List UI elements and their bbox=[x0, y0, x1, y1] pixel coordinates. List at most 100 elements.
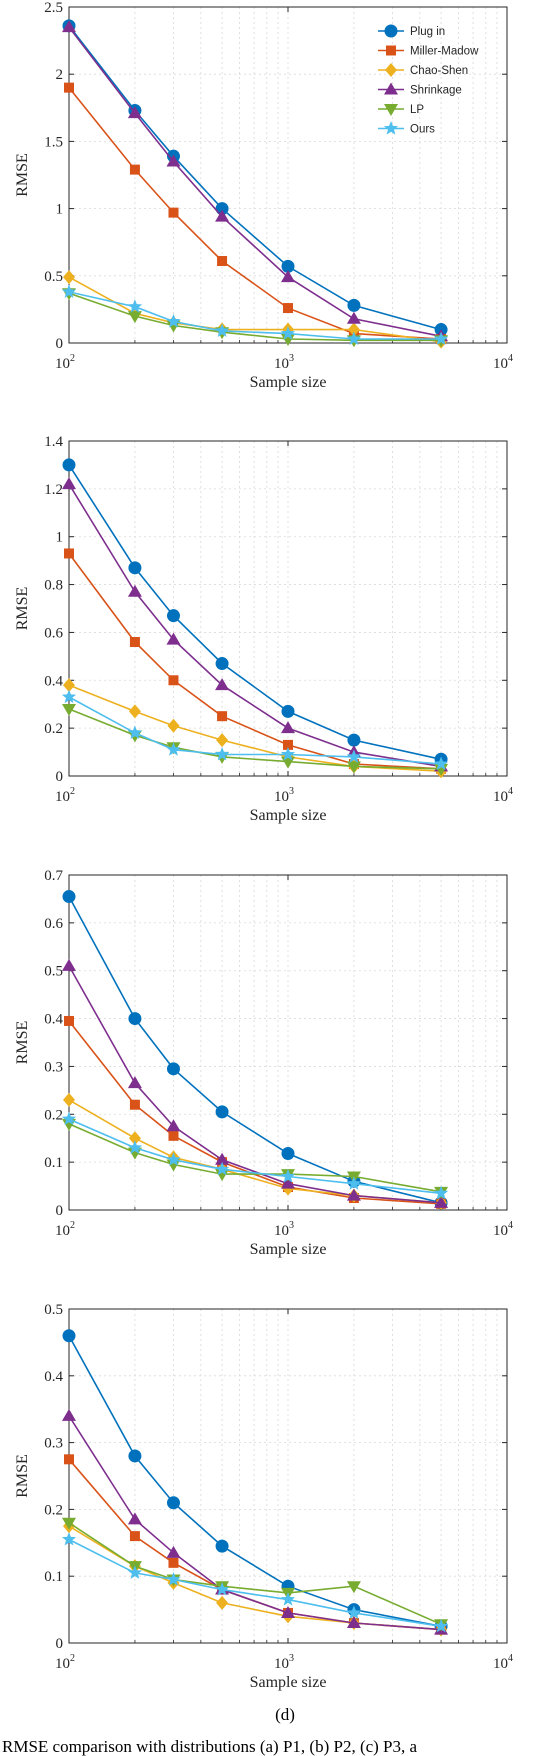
data-point bbox=[62, 20, 76, 33]
y-tick-label: 0 bbox=[56, 1636, 64, 1652]
y-tick-label: 0 bbox=[56, 769, 64, 785]
y-tick-label: 0.7 bbox=[44, 868, 63, 884]
data-point bbox=[64, 1015, 74, 1026]
data-point bbox=[168, 1130, 179, 1141]
data-point bbox=[346, 1581, 361, 1594]
data-point bbox=[215, 678, 230, 691]
y-tick-label: 0.4 bbox=[44, 673, 63, 689]
series-line bbox=[68, 291, 442, 340]
series-line bbox=[68, 87, 442, 340]
series-line bbox=[68, 1458, 442, 1631]
y-tick-label: 0.8 bbox=[44, 578, 63, 594]
data-point bbox=[61, 1532, 77, 1546]
data-point bbox=[281, 1147, 295, 1161]
data-point bbox=[128, 561, 142, 575]
y-tick-label: 0 bbox=[56, 1203, 64, 1219]
legend-marker bbox=[385, 63, 397, 77]
data-point bbox=[62, 1517, 76, 1530]
legend-entry: Plug in bbox=[410, 26, 445, 38]
chart-panel-4: 0 0.1 0.2 0.3 0.4 0.5 102 103 104 Sample size RMSE… bbox=[14, 1302, 513, 1724]
x-tick-label: 104 bbox=[493, 1220, 513, 1239]
series-miller-madow bbox=[64, 82, 447, 344]
series-plug-in bbox=[62, 458, 448, 766]
data-point bbox=[215, 1539, 229, 1553]
data-point bbox=[215, 657, 229, 671]
data-point bbox=[347, 322, 360, 337]
y-axis-label: RMSE bbox=[14, 1454, 31, 1498]
y-tick-label: 0.5 bbox=[44, 269, 63, 285]
figure-caption: RMSE comparison with distributions (a) P… bbox=[2, 1737, 418, 1756]
data-point bbox=[346, 761, 361, 774]
x-axis-label: Sample size bbox=[250, 374, 327, 391]
data-point bbox=[283, 739, 293, 750]
series-line bbox=[68, 26, 442, 338]
data-point bbox=[62, 1329, 76, 1343]
x-tick-label: 104 bbox=[493, 353, 513, 372]
data-point bbox=[62, 704, 76, 716]
y-tick-label: 0.2 bbox=[44, 1107, 63, 1123]
data-point bbox=[127, 1076, 142, 1089]
x-tick-label: 102 bbox=[55, 786, 75, 805]
data-point bbox=[214, 1582, 230, 1596]
grid bbox=[69, 1309, 507, 1643]
data-point bbox=[127, 1140, 143, 1154]
data-point bbox=[61, 284, 77, 298]
chart-panel-2: 0 0.2 0.4 0.6 0.8 1 1.2 1.4 102 103 104 Sample size… bbox=[14, 434, 513, 824]
y-tick-label: 0.5 bbox=[44, 964, 63, 980]
y-tick-label: 0.1 bbox=[44, 1569, 63, 1585]
data-point bbox=[280, 1169, 296, 1183]
data-point bbox=[346, 1176, 362, 1190]
data-point bbox=[128, 704, 141, 719]
data-point bbox=[127, 299, 143, 313]
series-line bbox=[68, 1538, 442, 1628]
series-shrinkage bbox=[62, 477, 449, 772]
data-point bbox=[214, 323, 230, 337]
legend: Plug in Miller-Madow Chao-Shen Shrinkage LP O… bbox=[378, 24, 479, 136]
series-line bbox=[68, 1335, 442, 1628]
data-point bbox=[166, 154, 181, 167]
data-point bbox=[281, 1176, 295, 1189]
x-tick-label: 102 bbox=[55, 353, 75, 372]
x-tick-label: 103 bbox=[274, 1653, 294, 1672]
legend-marker bbox=[383, 121, 399, 135]
series-line bbox=[68, 553, 442, 770]
series-miller-madow bbox=[64, 548, 447, 774]
data-point bbox=[280, 326, 296, 340]
legend-marker bbox=[384, 24, 398, 38]
data-point bbox=[63, 270, 75, 285]
x-tick-label: 103 bbox=[274, 353, 294, 372]
chart-panel-1: 0 0.5 1 1.5 2 2.5 102 103 104 Sample size RMSE Plug… bbox=[14, 0, 513, 391]
data-point bbox=[215, 209, 230, 222]
data-point bbox=[166, 609, 180, 623]
data-point bbox=[346, 1605, 362, 1619]
data-point bbox=[128, 1449, 142, 1463]
data-point bbox=[64, 1454, 74, 1465]
data-point bbox=[166, 742, 181, 756]
data-point bbox=[215, 1152, 230, 1165]
legend-entry: Miller-Madow bbox=[410, 46, 479, 58]
legend-entry: LP bbox=[410, 104, 424, 116]
series-line bbox=[68, 1525, 442, 1631]
data-point bbox=[433, 1185, 449, 1200]
panel-label: (d) bbox=[275, 1705, 295, 1724]
data-point bbox=[62, 958, 76, 971]
y-tick-label: 1.2 bbox=[44, 482, 63, 498]
data-point bbox=[166, 1496, 180, 1510]
data-point bbox=[346, 1615, 361, 1628]
data-point bbox=[127, 584, 142, 597]
x-tick-label: 103 bbox=[274, 1220, 294, 1239]
data-point bbox=[127, 1565, 143, 1579]
chart-panel-3: 0 0.1 0.2 0.3 0.4 0.5 0.6 0.7 102 103 104 Sample si… bbox=[14, 868, 513, 1258]
data-point bbox=[168, 1557, 179, 1568]
data-point bbox=[167, 718, 180, 733]
series-shrinkage bbox=[62, 958, 449, 1208]
y-tick-label: 0.4 bbox=[44, 1012, 63, 1028]
y-tick-label: 1 bbox=[56, 530, 64, 546]
grid bbox=[69, 441, 507, 776]
data-point bbox=[166, 1152, 181, 1166]
data-point bbox=[166, 320, 181, 333]
x-axis-label: Sample size bbox=[250, 1674, 327, 1691]
series-line bbox=[68, 464, 442, 761]
y-tick-label: 0.6 bbox=[44, 625, 63, 641]
grid bbox=[69, 7, 507, 343]
